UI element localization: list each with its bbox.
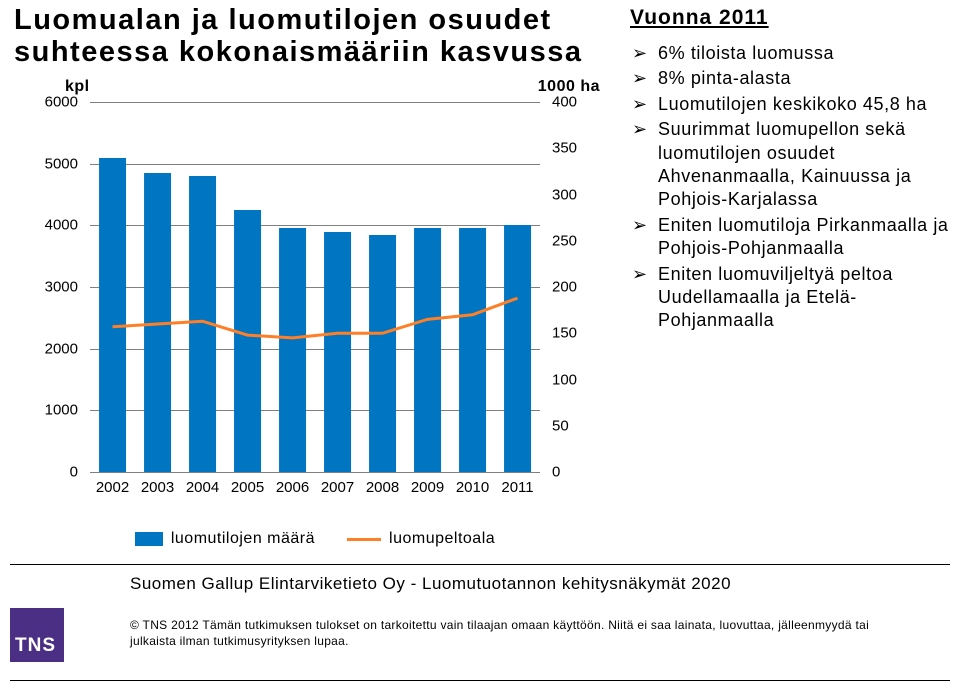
divider xyxy=(10,680,950,681)
footer-subtitle: Suomen Gallup Elintarviketieto Oy - Luom… xyxy=(130,574,731,594)
y-tick-left: 0 xyxy=(20,464,78,481)
y-tick-left: 3000 xyxy=(20,279,78,296)
y-tick-left: 5000 xyxy=(20,155,78,172)
bullet-item: Luomutilojen keskikoko 45,8 ha xyxy=(630,93,950,116)
y-tick-right: 300 xyxy=(552,186,600,203)
y-tick-left: 4000 xyxy=(20,217,78,234)
y-tick-right: 100 xyxy=(552,371,600,388)
x-tick: 2010 xyxy=(456,479,489,496)
tns-logo: TNS xyxy=(10,608,64,662)
legend-swatch-line xyxy=(347,538,381,541)
bullet-item: Suurimmat luomupellon sekä luomutilojen … xyxy=(630,118,950,212)
legend-swatch-bar xyxy=(135,532,163,546)
y-tick-right: 400 xyxy=(552,94,600,111)
side-panel: Vuonna 2011 6% tiloista luomussa 8% pint… xyxy=(630,6,950,335)
x-tick: 2006 xyxy=(276,479,309,496)
bullet-item: 6% tiloista luomussa xyxy=(630,42,950,65)
y-tick-left: 6000 xyxy=(20,94,78,111)
y-tick-right: 0 xyxy=(552,464,600,481)
bullet-item: 8% pinta-alasta xyxy=(630,67,950,90)
y-tick-right: 50 xyxy=(552,417,600,434)
legend: luomutilojen määrä luomupeltoala xyxy=(90,530,540,548)
x-tick: 2005 xyxy=(231,479,264,496)
chart: kpl 1000 ha 2002200320042005200620072008… xyxy=(20,78,600,548)
bullet-list: 6% tiloista luomussa 8% pinta-alasta Luo… xyxy=(630,42,950,333)
x-tick: 2009 xyxy=(411,479,444,496)
divider xyxy=(10,564,950,565)
x-tick: 2004 xyxy=(186,479,219,496)
footer-copyright: © TNS 2012 Tämän tutkimuksen tulokset on… xyxy=(130,618,890,649)
legend-label-line: luomupeltoala xyxy=(389,530,495,548)
y-tick-right: 150 xyxy=(552,325,600,342)
plot-area: 2002200320042005200620072008200920102011 xyxy=(90,102,540,473)
y-tick-left: 2000 xyxy=(20,340,78,357)
y-tick-right: 350 xyxy=(552,140,600,157)
x-tick: 2011 xyxy=(501,479,533,496)
legend-item-bars: luomutilojen määrä xyxy=(135,530,315,548)
legend-item-line: luomupeltoala xyxy=(347,530,495,548)
x-tick: 2007 xyxy=(321,479,354,496)
bullet-item: Eniten luomutiloja Pirkanmaalla ja Pohjo… xyxy=(630,214,950,261)
x-tick: 2008 xyxy=(366,479,399,496)
page-title: Luomualan ja luomutilojen osuudet suhtee… xyxy=(14,4,614,69)
line-series xyxy=(90,102,540,472)
side-heading: Vuonna 2011 xyxy=(630,6,950,30)
y-tick-right: 250 xyxy=(552,232,600,249)
bullet-item: Eniten luomuviljeltyä peltoa Uudellamaal… xyxy=(630,263,950,333)
y-tick-right: 200 xyxy=(552,279,600,296)
x-tick: 2002 xyxy=(96,479,129,496)
x-tick: 2003 xyxy=(141,479,174,496)
legend-label-bars: luomutilojen määrä xyxy=(171,530,315,548)
y-tick-left: 1000 xyxy=(20,402,78,419)
